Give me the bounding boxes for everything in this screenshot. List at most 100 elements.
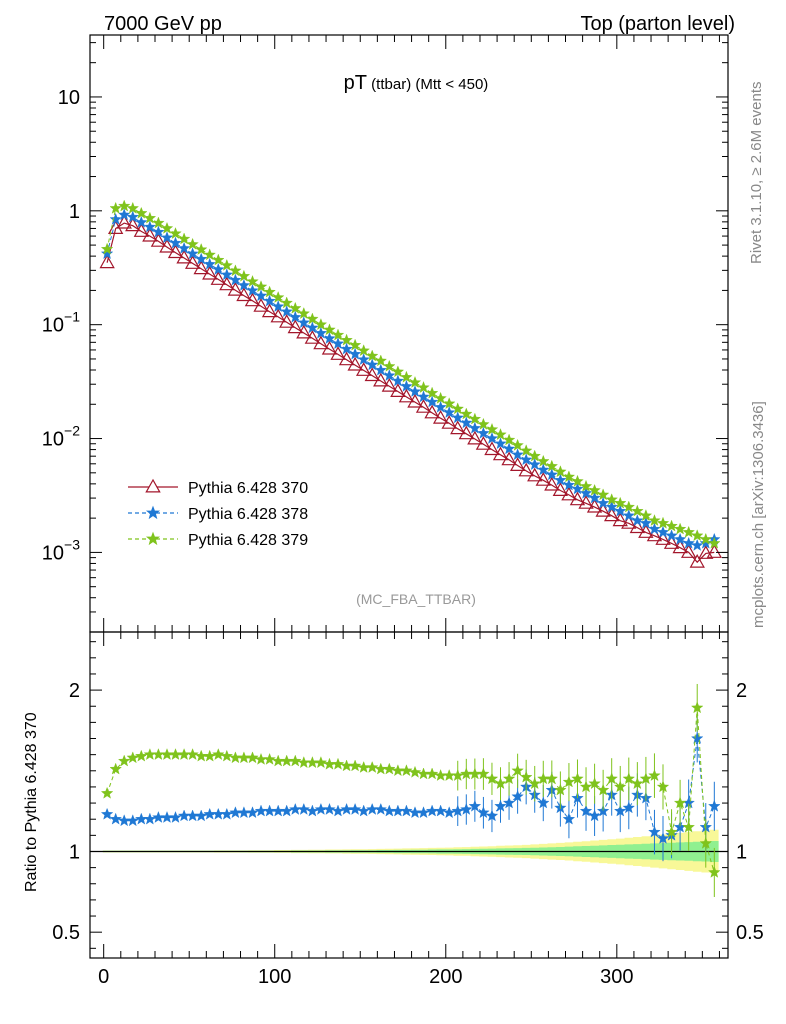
data-point — [646, 527, 663, 542]
ratio-point — [365, 802, 379, 815]
legend-label: Pythia 6.428 370 — [188, 480, 308, 497]
data-point — [176, 249, 192, 264]
ratio-point — [434, 804, 447, 817]
title-main: pT — [344, 72, 367, 94]
data-point — [143, 220, 157, 233]
series-line — [106, 222, 715, 564]
data-point — [665, 519, 678, 532]
data-point — [442, 406, 456, 418]
data-point — [656, 516, 670, 529]
data-point — [689, 553, 705, 568]
series-2 — [100, 199, 721, 549]
data-point — [169, 236, 182, 249]
ratio-point — [673, 796, 687, 809]
plot-title: pT (ttbar) (Mtt < 450) — [344, 72, 489, 94]
data-point — [125, 217, 141, 232]
ratio-point — [579, 804, 593, 817]
ratio-point — [152, 811, 165, 823]
legend-label: Pythia 6.428 379 — [188, 532, 308, 549]
data-point — [194, 243, 208, 255]
ratio-point — [537, 796, 550, 809]
data-point — [441, 415, 457, 429]
ratio-point — [177, 748, 191, 760]
data-point — [672, 539, 688, 554]
data-point — [193, 260, 209, 275]
data-point — [535, 472, 551, 486]
data-point — [133, 223, 150, 237]
ratio-point — [596, 804, 610, 817]
data-point — [177, 232, 191, 245]
data-point — [545, 459, 559, 472]
ratio-y-tick-label-left: 1 — [69, 841, 80, 863]
x-tick-label: 300 — [600, 966, 633, 988]
data-point — [167, 244, 184, 259]
data-point — [142, 227, 158, 242]
ratio-point — [494, 777, 507, 790]
ratio-point — [425, 767, 439, 780]
data-point — [177, 241, 191, 254]
data-point — [631, 504, 644, 517]
header-right: Top (parton level) — [580, 13, 735, 35]
ratio-point — [425, 804, 439, 817]
ratio-point — [340, 802, 353, 815]
data-point — [323, 332, 336, 344]
data-point — [484, 441, 500, 456]
data-point — [297, 307, 311, 319]
data-point — [622, 500, 636, 513]
data-point — [186, 237, 199, 250]
ratio-point — [391, 804, 405, 817]
data-point — [314, 326, 328, 339]
ratio-point — [374, 762, 388, 775]
ratio-point — [246, 751, 259, 764]
data-point — [613, 504, 627, 517]
data-point — [477, 417, 490, 430]
data-point — [331, 328, 345, 341]
ratio-point — [229, 806, 242, 819]
data-point — [280, 305, 293, 318]
data-point — [374, 354, 388, 367]
data-point — [212, 262, 225, 275]
data-point — [492, 446, 509, 461]
y-tick-base: 1 — [69, 201, 80, 223]
ratio-point — [374, 802, 388, 815]
ratio-point — [682, 820, 695, 833]
data-point — [203, 257, 216, 270]
data-point — [588, 483, 601, 496]
data-point — [152, 225, 165, 238]
ratio-point — [254, 804, 268, 817]
ratio-point — [391, 764, 405, 777]
data-point — [229, 264, 242, 277]
data-point — [288, 310, 302, 323]
ratio-point — [314, 802, 328, 815]
ratio-point — [442, 806, 456, 819]
ratio-point — [212, 748, 225, 760]
data-point — [314, 318, 328, 330]
legend-entry-1: Pythia 6.428 378 — [128, 505, 308, 523]
ratio-point — [117, 814, 131, 827]
ratio-point — [280, 804, 293, 817]
data-point — [391, 365, 405, 378]
data-point — [383, 369, 396, 381]
data-point — [365, 358, 379, 371]
ratio-point — [306, 756, 319, 769]
ratio-point — [588, 777, 601, 790]
ratio-point — [622, 772, 636, 785]
x-tick-label: 200 — [429, 966, 462, 988]
ratio-point — [434, 769, 447, 781]
ratio-point — [348, 759, 362, 772]
y-tick-label: 10−1 — [42, 309, 80, 337]
y-tick-exponent: −3 — [64, 536, 80, 552]
data-point — [561, 486, 577, 501]
data-point — [569, 491, 586, 506]
ratio-y-tick-label-right: 2 — [736, 680, 747, 702]
data-point — [519, 453, 533, 466]
rivet-label: Rivet 3.1.10, ≥ 2.6M events — [748, 82, 765, 265]
data-point — [348, 347, 362, 360]
data-point — [690, 538, 704, 551]
data-point — [631, 514, 644, 526]
data-point — [357, 344, 370, 357]
ratio-point — [622, 801, 636, 814]
ratio-y-tick-label-right: 1 — [736, 841, 747, 863]
data-point — [373, 372, 389, 387]
ratio-point — [203, 749, 216, 762]
